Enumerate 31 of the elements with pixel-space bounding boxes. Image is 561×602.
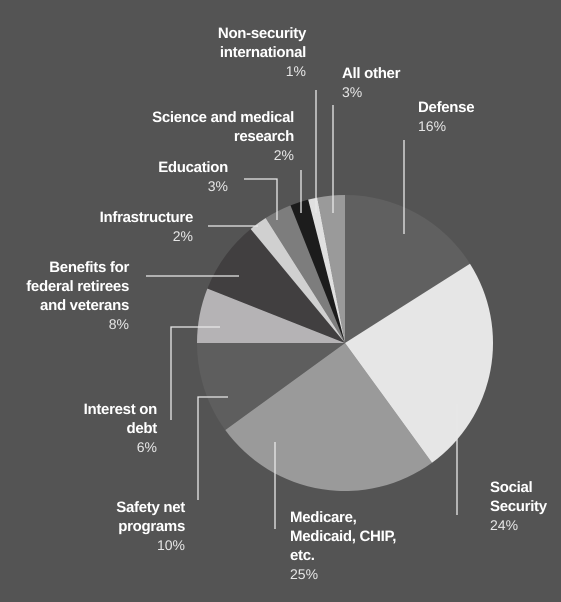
data-label: 2% [172, 227, 193, 246]
pie-slice [207, 228, 345, 343]
data-label: 3% [206, 177, 228, 196]
data-label: 24% [490, 516, 520, 535]
data-label: 16% [418, 117, 448, 136]
pie-slice [197, 288, 345, 343]
data-label: 3% [342, 84, 362, 100]
data-label: 25% [290, 565, 320, 584]
data-label: 10% [156, 536, 185, 555]
slice-label: Education [157, 158, 228, 177]
slice-label: Infrastructure [98, 208, 193, 227]
pie-slice [345, 264, 493, 463]
pie-slice [308, 198, 345, 343]
slice-label: Science and medical research [151, 108, 294, 146]
slice-label: Defense [418, 98, 476, 117]
slice-label: Medicare, Medicaid, CHIP, etc. [290, 508, 398, 565]
slice-label: Non-security international [216, 24, 306, 62]
data-label: 1% [284, 62, 306, 81]
slice-label: Social Security [490, 478, 548, 516]
data-label: 2% [274, 147, 294, 163]
pie-slice [345, 195, 470, 343]
pie-slice [250, 218, 345, 343]
data-label: 6% [136, 438, 157, 457]
slice-label: Interest on debt [82, 400, 157, 438]
slice-label: Benefits for federal retirees and veterans [25, 258, 129, 315]
pie-slice [197, 343, 345, 430]
slice-label: Safety net programs [115, 498, 185, 536]
pie-slice [266, 205, 345, 343]
data-label: 8% [108, 315, 129, 334]
pie-slice [290, 200, 345, 343]
slice-label: All other [342, 64, 402, 83]
